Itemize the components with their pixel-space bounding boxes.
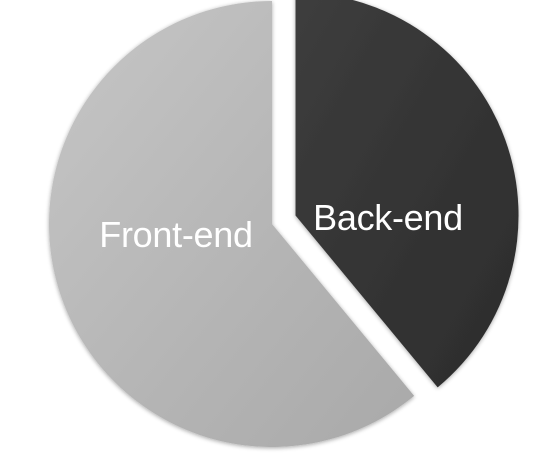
- slice-label-front-end: Front-end: [99, 214, 252, 255]
- pie-slice-back-end: [295, 0, 519, 388]
- pie-slice-front-end: [49, 1, 415, 447]
- slice-label-back-end: Back-end: [313, 197, 463, 238]
- pie-slices: [49, 0, 519, 447]
